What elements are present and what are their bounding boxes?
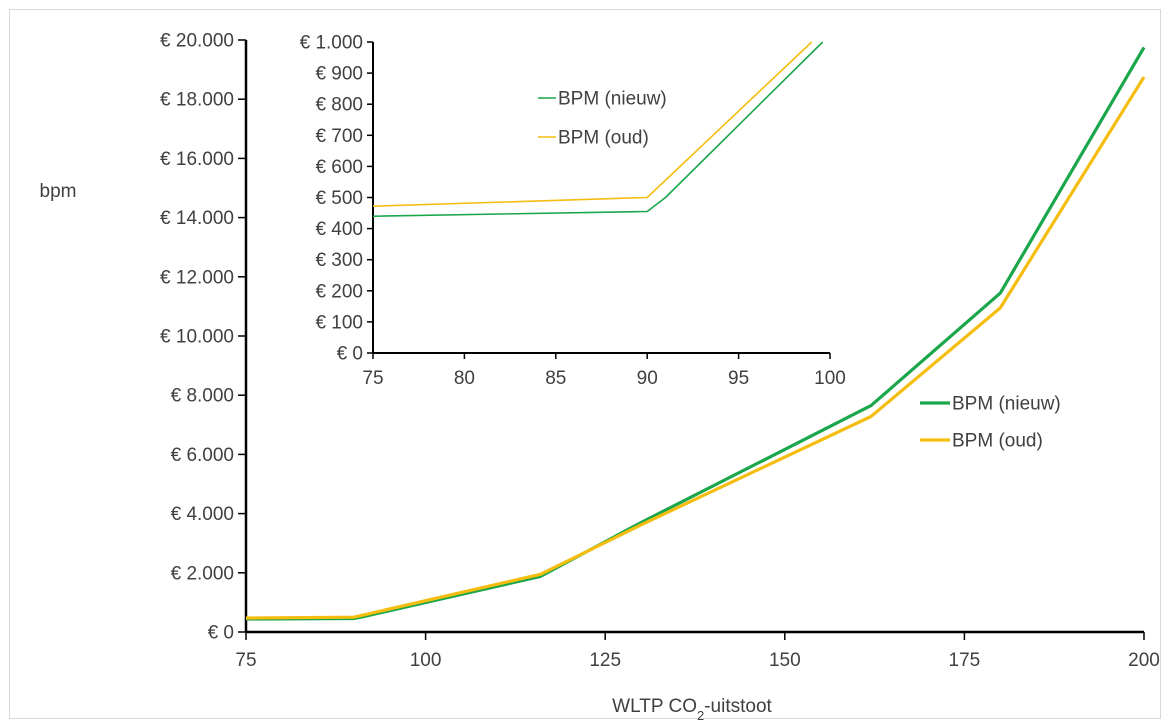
inset-series [372,41,824,217]
series-line-bpm-oud [245,76,1146,620]
inset-background [268,26,854,404]
legend-label: BPM (nieuw) [558,89,667,110]
inset-legend: BPM (nieuw) BPM (oud) [538,89,667,149]
y-tick-label: € 700 [315,126,363,147]
x-tick-label: 175 [949,650,981,671]
y-tick-label: € 600 [315,157,363,178]
y-tick-label: € 12.000 [160,267,234,288]
x-tick-label: 90 [637,368,658,389]
y-tick-label: € 14.000 [160,208,234,229]
x-tick-label: 150 [769,650,801,671]
y-tick-label: € 4.000 [171,504,234,525]
x-axis-label: WLTP CO2-uitstoot [612,696,772,723]
y-tick-label: € 8.000 [171,386,234,407]
x-tick-label: 100 [410,650,442,671]
x-tick-label: 80 [454,368,475,389]
x-tick-label: 125 [589,650,621,671]
y-tick-label: € 6.000 [171,445,234,466]
inset-y-ticks: € 0 € 100 € 200 € 300 € 400 € 500 € 600 € 700 € … [300,33,373,365]
y-tick-label: € 300 [315,250,363,271]
y-tick-label: € 10.000 [160,327,234,348]
x-tick-label: 75 [235,650,256,671]
x-tick-label: 85 [545,368,566,389]
y-tick-label: € 0 [208,623,234,644]
x-tick-label: 100 [814,368,846,389]
y-tick-label: € 1.000 [300,33,363,54]
y-tick-label: € 200 [315,281,363,302]
inset-x-ticks: 75 80 85 90 95 100 [362,353,846,389]
y-axis-label: bpm [40,181,77,202]
y-tick-label: € 0 [337,344,363,365]
y-tick-label: € 800 [315,95,363,116]
x-tick-label: 200 [1128,650,1160,671]
main-y-ticks: € 0 € 2.000 € 4.000 € 6.000 € 8.000 € 10.000 €… [160,31,246,644]
y-tick-label: € 18.000 [160,90,234,111]
main-x-ticks: 75 100 125 150 175 200 [235,632,1160,671]
y-tick-label: € 20.000 [160,31,234,52]
series-line-bpm-oud [372,41,813,207]
legend-label: BPM (oud) [952,431,1043,452]
series-line-bpm-nieuw [372,41,824,217]
y-tick-label: € 900 [315,64,363,85]
y-tick-label: € 400 [315,219,363,240]
x-tick-label: 75 [362,368,383,389]
legend-label: BPM (oud) [558,128,649,149]
legend-label: BPM (nieuw) [952,394,1061,415]
y-tick-label: € 500 [315,188,363,209]
main-series [245,46,1146,621]
y-tick-label: € 16.000 [160,149,234,170]
y-tick-label: € 100 [315,312,363,333]
y-tick-label: € 2.000 [171,563,234,584]
main-legend: BPM (nieuw) BPM (oud) [920,394,1061,452]
x-tick-label: 95 [728,368,749,389]
